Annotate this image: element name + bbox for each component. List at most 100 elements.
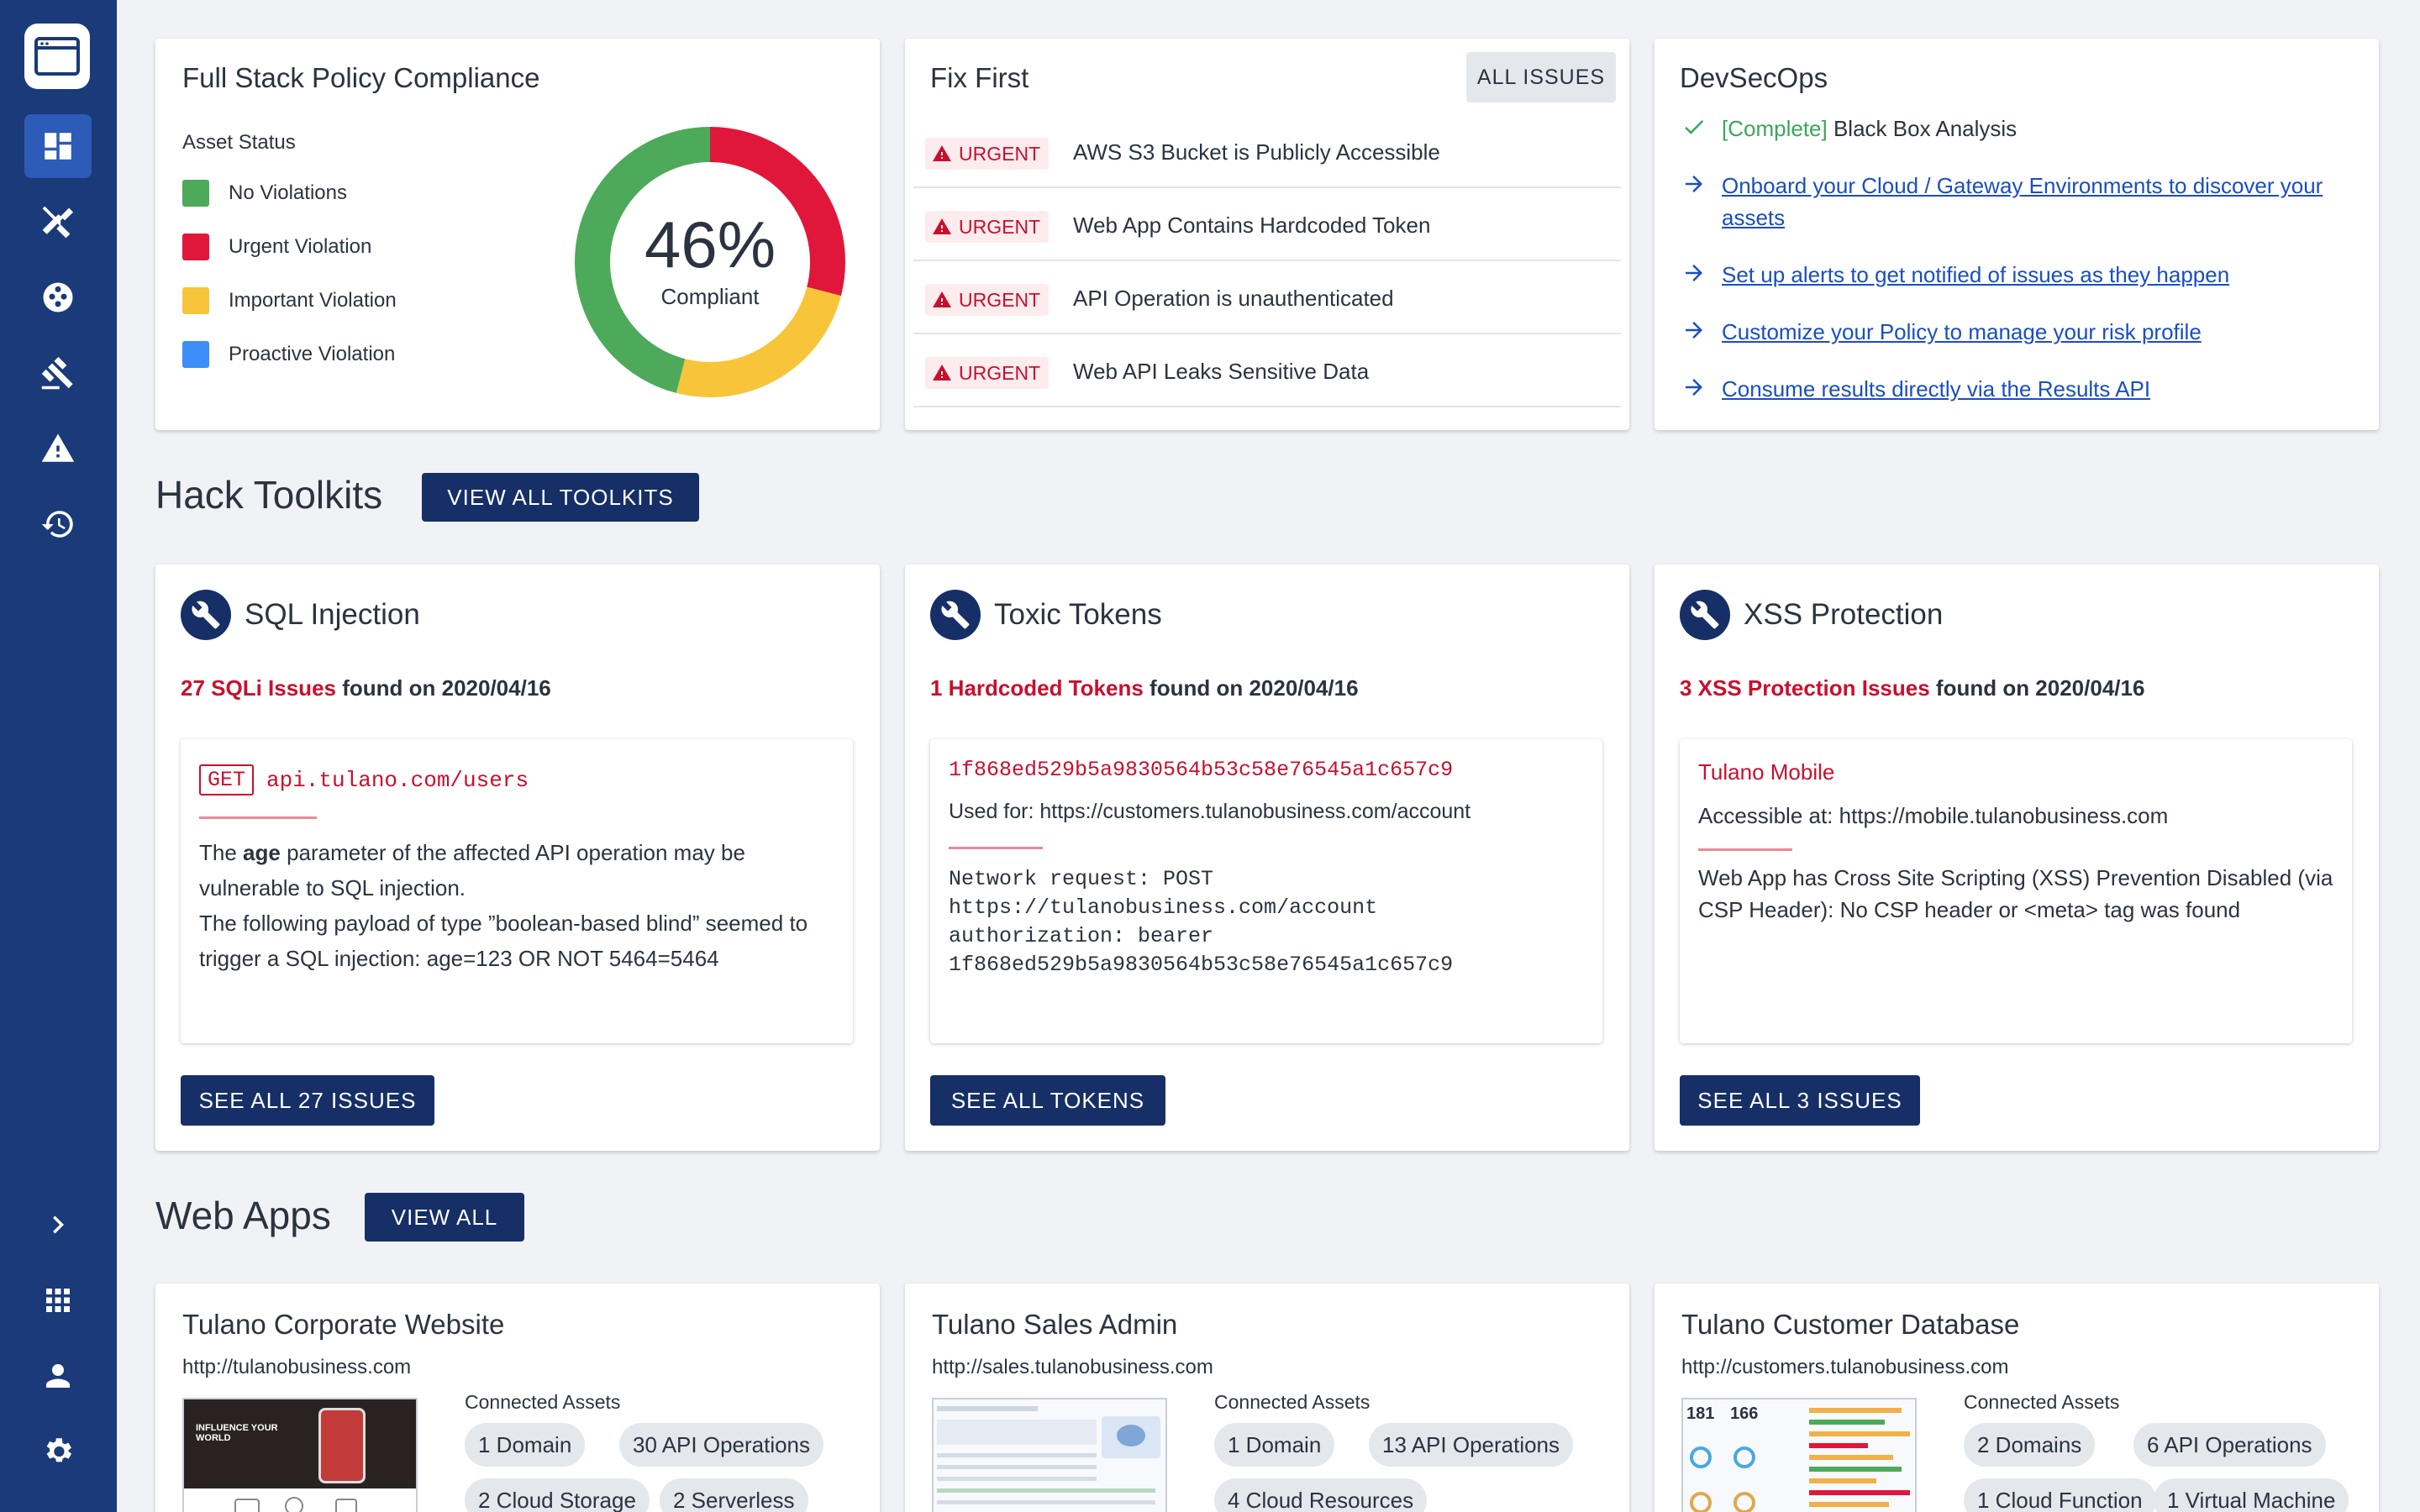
sidebar [0, 0, 117, 1512]
tokens-found-line: 1 Hardcoded Tokens found on 2020/04/16 [930, 675, 1359, 701]
urgent-badge-label: URGENT [959, 361, 1041, 384]
donut-segment-important-violation [575, 127, 845, 397]
asset-chip[interactable]: 1 Domain [465, 1423, 586, 1467]
complete-item: [Complete] Black Box Analysis [1681, 113, 2017, 144]
warning-icon [933, 365, 951, 381]
settings-icon[interactable] [24, 1420, 92, 1483]
tokens-issue-count[interactable]: 1 Hardcoded Tokens [930, 675, 1144, 701]
asset-chip[interactable]: 1 Cloud Function [1964, 1478, 2156, 1512]
asset-chip[interactable]: 30 API Operations [619, 1423, 824, 1467]
fix-first-issue-row[interactable]: URGENT Web API Leaks Sensitive Data [913, 335, 1621, 407]
connected-assets-label: Connected Assets [1214, 1391, 1370, 1413]
devsecops-link-row[interactable]: Set up alerts to get notified of issues … [1681, 259, 2229, 291]
asset-chip[interactable]: 4 Cloud Resources [1214, 1478, 1428, 1512]
dashboard-icon[interactable] [24, 114, 92, 178]
asset-chip[interactable]: 1 Virtual Machine [2154, 1478, 2349, 1512]
compliance-card: Full Stack Policy Compliance Asset Statu… [155, 39, 880, 430]
view-all-toolkits-button[interactable]: VIEW ALL TOOLKITS [422, 473, 699, 522]
http-method-badge: GET [199, 764, 255, 795]
web-app-title: Tulano Corporate Website [182, 1309, 505, 1340]
legend-label-proactive: Proactive Violation [229, 343, 396, 365]
token-used-for: Used for: https://customers.tulanobusine… [949, 800, 1471, 823]
devsecops-link-row[interactable]: Onboard your Cloud / Gateway Environment… [1681, 170, 2345, 234]
web-app-url: http://sales.tulanobusiness.com [932, 1356, 1213, 1378]
divider [199, 816, 317, 819]
wrench-icon [1680, 590, 1730, 640]
warning-icon[interactable] [24, 417, 92, 480]
compliance-title: Full Stack Policy Compliance [182, 62, 540, 93]
web-app-thumbnail: INFLUENCE YOUR WORLD [182, 1398, 418, 1512]
urgent-badge: URGENT [925, 211, 1050, 243]
web-app-card[interactable]: Tulano Corporate Website http://tulanobu… [155, 1284, 880, 1512]
devsecops-link-row[interactable]: Consume results directly via the Results… [1681, 373, 2150, 405]
divider [1698, 848, 1792, 851]
sql-injection-title: SQL Injection [245, 598, 420, 631]
customize-policy-link[interactable]: Customize your Policy to manage your ris… [1722, 319, 2202, 344]
issue-text: Web API Leaks Sensitive Data [1073, 359, 1370, 384]
legend-swatch-important [182, 287, 209, 314]
donut-segment-no-violations [575, 127, 845, 397]
all-issues-button[interactable]: ALL ISSUES [1466, 52, 1616, 102]
fix-first-issue-row[interactable]: URGENT API Operation is unauthenticated [913, 262, 1621, 334]
xss-found-date: found on 2020/04/16 [1935, 675, 2145, 701]
web-app-url: http://customers.tulanobusiness.com [1681, 1356, 2009, 1378]
web-app-card[interactable]: Tulano Sales Admin http://sales.tulanobu… [905, 1284, 1629, 1512]
asset-chip[interactable]: 2 Domains [1964, 1423, 2096, 1467]
asset-chip[interactable]: 1 Domain [1214, 1423, 1335, 1467]
arrow-right-icon [1686, 379, 1702, 396]
asset-chip[interactable]: 2 Cloud Storage [465, 1478, 650, 1512]
legend-swatch-no-violations [182, 180, 209, 207]
web-app-thumbnail: 181 166 [1681, 1398, 1917, 1512]
chevron-right-icon[interactable] [24, 1193, 92, 1257]
arrow-right-icon [1686, 265, 1702, 281]
see-all-sql-issues-button[interactable]: SEE ALL 27 ISSUES [181, 1075, 434, 1126]
warning-icon [933, 218, 951, 234]
legend-label-no-violations: No Violations [229, 181, 347, 204]
web-app-url: http://tulanobusiness.com [182, 1356, 412, 1378]
view-all-web-apps-button[interactable]: VIEW ALL [365, 1193, 524, 1242]
see-all-tokens-button[interactable]: SEE ALL TOKENS [930, 1075, 1165, 1126]
app-logo-icon[interactable] [24, 24, 90, 89]
xss-detail-box: Tulano Mobile Accessible at: https://mob… [1680, 739, 2352, 1043]
sql-detail-box: GET api.tulano.com/users The age paramet… [181, 739, 853, 1043]
web-app-card[interactable]: Tulano Customer Database http://customer… [1655, 1284, 2379, 1512]
fix-first-issue-row[interactable]: URGENT Web App Contains Hardcoded Token [913, 189, 1621, 261]
asset-chip[interactable]: 13 API Operations [1369, 1423, 1574, 1467]
asset-chip[interactable]: 2 Serverless [660, 1478, 808, 1512]
connected-assets-label: Connected Assets [1964, 1391, 2120, 1413]
web-app-title: Tulano Customer Database [1681, 1309, 2020, 1340]
web-apps-title: Web Apps [155, 1194, 331, 1237]
user-icon[interactable] [24, 1344, 92, 1408]
sql-description: The age parameter of the affected API op… [199, 840, 808, 971]
xss-protection-card: XSS Protection 3 XSS Protection Issues f… [1655, 564, 2379, 1151]
xss-protection-title: XSS Protection [1744, 598, 1944, 631]
sql-issue-count[interactable]: 27 SQLi Issues [181, 675, 336, 701]
legend-label-important: Important Violation [229, 289, 397, 312]
fix-first-title: Fix First [930, 62, 1029, 93]
onboard-environments-link[interactable]: Onboard your Cloud / Gateway Environment… [1722, 173, 2323, 230]
xss-issue-count[interactable]: 3 XSS Protection Issues [1680, 675, 1930, 701]
warning-icon [933, 291, 951, 307]
tools-icon[interactable] [24, 190, 92, 254]
asset-chip[interactable]: 6 API Operations [2133, 1423, 2326, 1467]
xss-accessible-at: Accessible at: https://mobile.tulanobusi… [1698, 803, 2169, 828]
urgent-badge: URGENT [925, 357, 1050, 389]
setup-alerts-link[interactable]: Set up alerts to get notified of issues … [1722, 262, 2230, 287]
tokens-found-date: found on 2020/04/16 [1150, 675, 1359, 701]
sql-injection-card: SQL Injection 27 SQLi Issues found on 20… [155, 564, 880, 1151]
legend-swatch-proactive [182, 341, 209, 368]
fix-first-issue-row[interactable]: URGENT AWS S3 Bucket is Publicly Accessi… [913, 116, 1621, 188]
urgent-badge-label: URGENT [959, 215, 1041, 238]
asset-status-label: Asset Status [182, 131, 296, 154]
shield-icon[interactable] [24, 265, 92, 329]
see-all-xss-issues-button[interactable]: SEE ALL 3 ISSUES [1680, 1075, 1920, 1126]
devsecops-link-row[interactable]: Customize your Policy to manage your ris… [1681, 316, 2202, 348]
xss-description: Web App has Cross Site Scripting (XSS) P… [1698, 865, 2333, 922]
gavel-icon[interactable] [24, 341, 92, 405]
history-icon[interactable] [24, 492, 92, 556]
xss-found-line: 3 XSS Protection Issues found on 2020/04… [1680, 675, 2144, 701]
results-api-link[interactable]: Consume results directly via the Results… [1722, 376, 2151, 402]
wrench-icon [181, 590, 231, 640]
issue-text: Web App Contains Hardcoded Token [1073, 213, 1431, 238]
apps-grid-icon[interactable] [24, 1268, 92, 1332]
